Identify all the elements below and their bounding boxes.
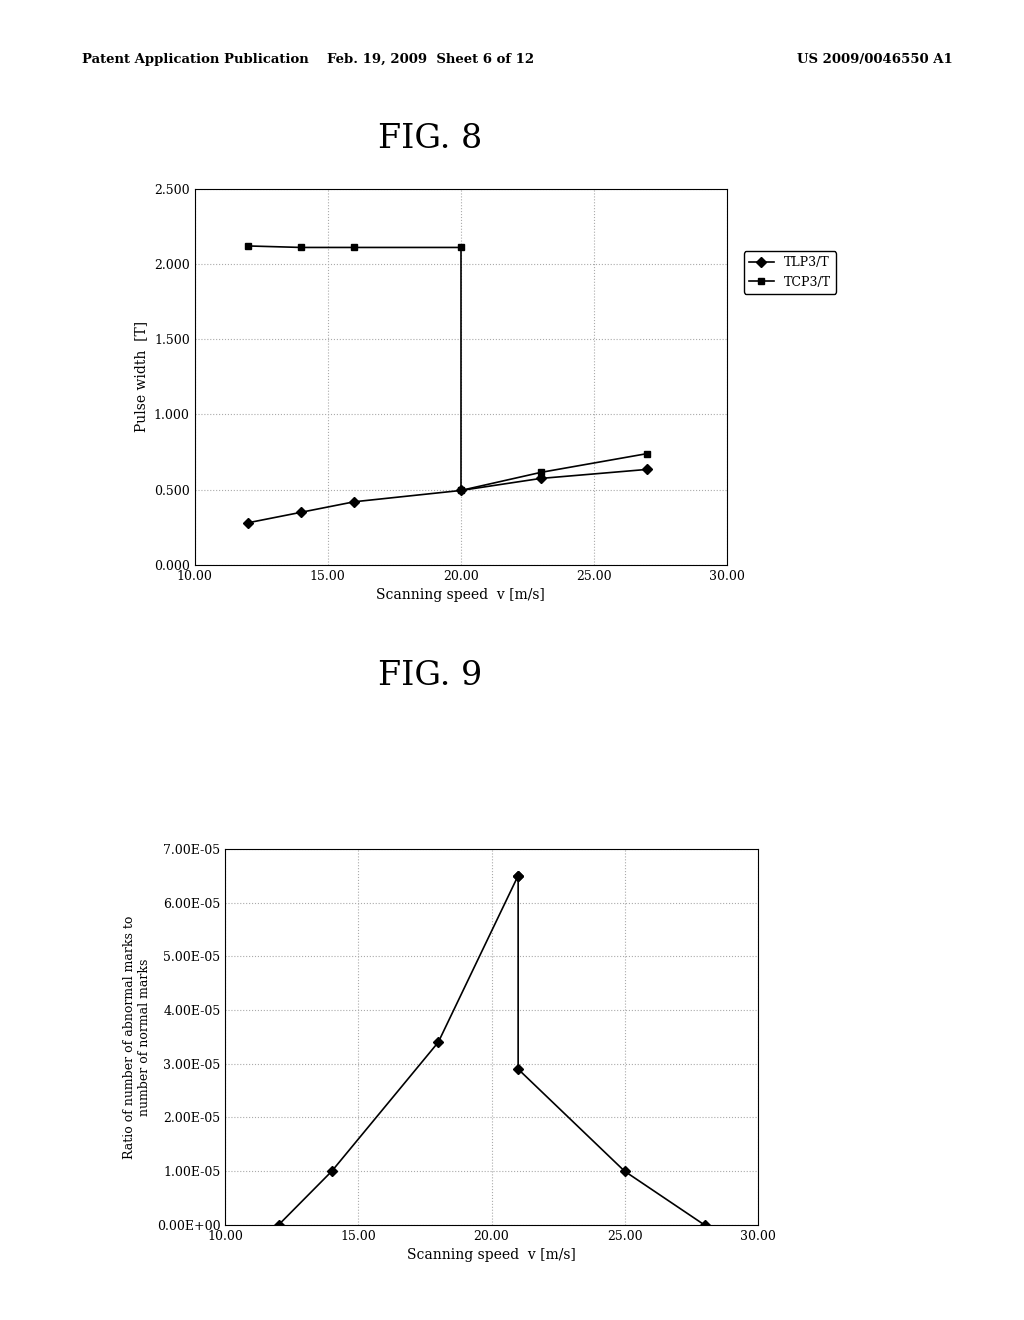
TCP3/T xyxy=(295,239,307,255)
TCP3/T xyxy=(348,239,360,255)
Text: Patent Application Publication: Patent Application Publication xyxy=(82,53,308,66)
TLP3/T xyxy=(641,462,653,478)
Y-axis label: Pulse width  [T]: Pulse width [T] xyxy=(134,321,148,433)
X-axis label: Scanning speed  v [m/s]: Scanning speed v [m/s] xyxy=(408,1249,575,1262)
TLP3/T xyxy=(242,515,254,531)
Text: FIG. 8: FIG. 8 xyxy=(378,123,482,154)
Line: TCP3/T: TCP3/T xyxy=(245,243,464,251)
Line: TLP3/T: TLP3/T xyxy=(245,466,650,527)
TCP3/T xyxy=(242,238,254,253)
Text: Feb. 19, 2009  Sheet 6 of 12: Feb. 19, 2009 Sheet 6 of 12 xyxy=(327,53,534,66)
Y-axis label: Ratio of number of abnormal marks to
number of normal marks: Ratio of number of abnormal marks to num… xyxy=(123,915,152,1159)
Text: US 2009/0046550 A1: US 2009/0046550 A1 xyxy=(797,53,952,66)
Legend: TLP3/T, TCP3/T: TLP3/T, TCP3/T xyxy=(744,251,836,293)
TLP3/T xyxy=(348,494,360,510)
TCP3/T xyxy=(455,239,467,255)
Text: FIG. 9: FIG. 9 xyxy=(378,660,482,692)
TLP3/T xyxy=(455,483,467,499)
TLP3/T xyxy=(295,504,307,520)
X-axis label: Scanning speed  v [m/s]: Scanning speed v [m/s] xyxy=(377,589,545,602)
TLP3/T xyxy=(535,470,547,486)
